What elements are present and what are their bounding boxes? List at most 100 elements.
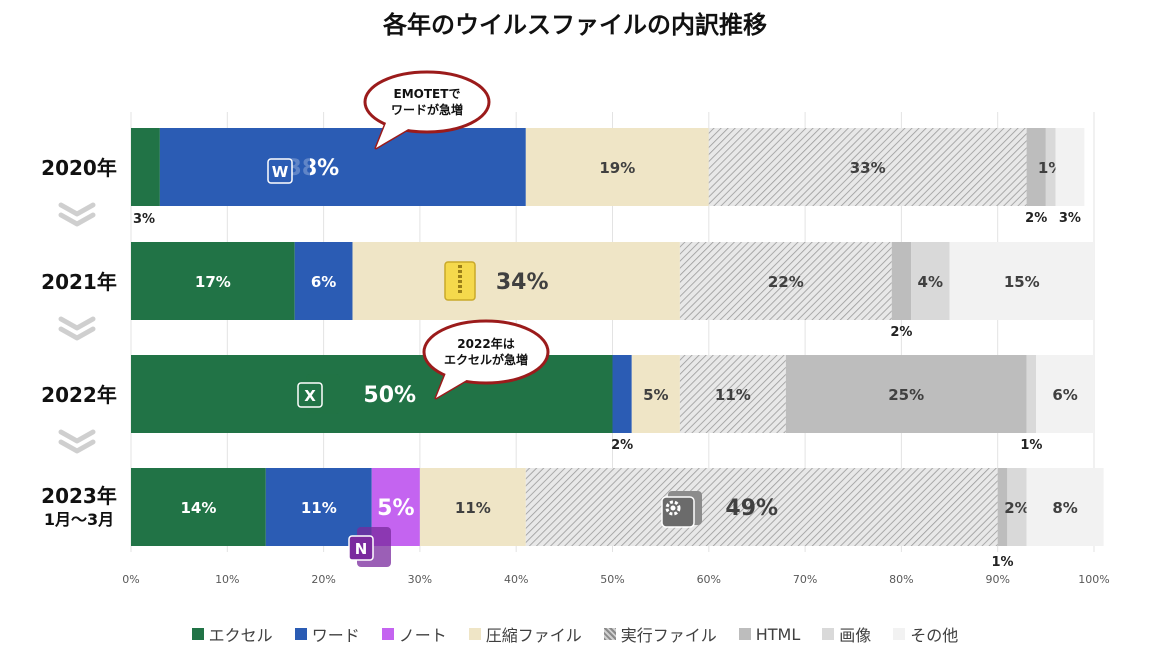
svg-text:W: W [272,163,289,181]
onenote-icon: N [348,527,391,567]
category-label: 2022年 [41,383,117,407]
legend-item: その他 [893,622,958,646]
bar-segment [949,242,1094,320]
data-label: 1% [991,555,1013,570]
excel-icon: X [297,374,340,414]
legend-item: 圧縮ファイル [468,622,582,646]
bar-segment [265,468,372,546]
data-label: 17% [195,273,231,291]
x-tick-label: 80% [889,573,913,586]
data-label: 2% [1025,211,1047,226]
legend-label: その他 [910,626,959,645]
x-tick-label: 60% [697,573,721,586]
bars: 3%38% 19% 33%2%1%3%17% 6% 34% 22%2%4% 15%50%2%… [131,128,1104,570]
category-label: 2021年 [41,270,117,294]
data-label: 8% [1052,499,1077,517]
category-label: 2023年 [41,484,117,508]
bar-segment [1026,128,1046,206]
legend-item: ワード [294,622,360,646]
word-icon: W [267,150,310,190]
x-tick-label: 90% [985,573,1009,586]
legend-swatch [468,628,481,640]
legend-label: ノート [398,626,447,645]
bar-segment [1036,355,1094,433]
x-tick-label: 10% [215,573,239,586]
callout-text: ワードが急増 [391,102,463,117]
legend-item: HTML [738,624,801,644]
data-label: 22% [768,273,804,291]
bar-segment [997,468,1008,546]
legend-swatch [822,628,835,640]
stacked-bar-chart: 各年のウイルスファイルの内訳推移 3%38% 19% 33%2%1%3%17% 6% 3… [41,11,1110,586]
bar-segment [679,355,786,433]
data-label: 6% [311,273,336,291]
category-labels: 2020年 2021年 2022年 2023年 1月～3月 [41,156,117,529]
data-label: 19% [599,159,635,177]
chart-title: 各年のウイルスファイルの内訳推移 [382,11,767,39]
bar-segment [131,468,266,546]
data-label: 11% [455,499,491,517]
callout-text: エクセルが急増 [444,352,528,367]
legend-label: ワード [311,626,360,645]
data-label: 34% [496,270,549,295]
bar-segment [1055,128,1085,206]
data-label: 33% [850,159,886,177]
chevron-down-icon [58,202,96,217]
data-label: 2% [611,438,633,453]
data-label: 2% [890,325,912,340]
data-label: 11% [301,499,337,517]
data-label: 6% [1052,386,1077,404]
bar-segment [631,355,680,433]
data-label: 1% [1020,438,1042,453]
bar-segment [352,242,680,320]
bar-segment [419,468,526,546]
chevron-down-icon [58,316,96,331]
bar-segment [708,128,1027,206]
x-tick-label: 0% [122,573,139,586]
data-label: 49% [725,496,778,521]
bar-segment [525,468,998,546]
category-label: 1月～3月 [44,510,114,529]
legend-label: HTML [755,624,801,644]
data-label: 3% [1059,211,1081,226]
bar-segment [612,355,632,433]
x-tick-label: 70% [793,573,817,586]
legend-swatch [603,628,616,640]
category-label: 2020年 [41,156,117,180]
chevron-down-icon [58,439,96,454]
legend: エクセル ワード ノート 圧縮ファイル 実行ファイル HTML 画像 その他 [0,620,1150,648]
data-label: 11% [715,386,751,404]
bar-segment [159,128,526,206]
chevron-down-icon [58,429,96,444]
legend-swatch [738,628,751,640]
legend-item: 画像 [822,622,871,646]
bar-segment [1007,468,1027,546]
data-label: 5% [643,386,668,404]
bar-segment [294,242,353,320]
legend-swatch [893,628,906,640]
x-tick-label: 50% [600,573,624,586]
chevron-down-icon [58,212,96,227]
callout-text: EMOTETで [394,87,461,101]
legend-item: ノート [381,622,447,646]
legend-item: エクセル [191,622,273,646]
data-label: 4% [918,273,943,291]
chevron-down-icon [58,326,96,341]
exe-gear-icon [661,491,702,528]
bar-segment [679,242,892,320]
callout-text: 2022年は [457,336,514,351]
icons: W X N [267,150,702,567]
bar-segment [131,128,160,206]
svg-text:N: N [355,540,368,558]
data-label: 15% [1004,273,1040,291]
bar-segment [911,242,950,320]
legend-swatch [191,628,204,640]
data-label: 5% [377,496,414,521]
data-label: 3% [133,212,155,227]
bar-segment [785,355,1027,433]
legend-label: 圧縮ファイル [485,626,582,645]
data-label: 14% [180,499,216,517]
